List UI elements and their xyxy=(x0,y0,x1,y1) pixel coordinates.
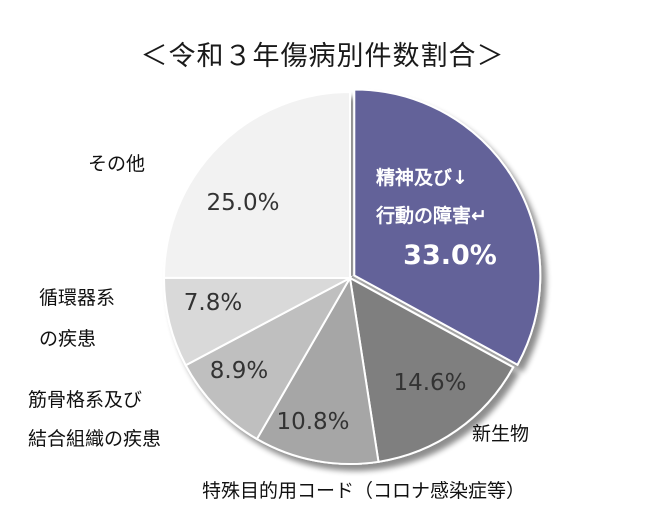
slice-value-label-4: 7.8% xyxy=(184,290,242,316)
slice-category-label-1-line-0: 新生物 xyxy=(472,423,529,445)
slice-category-label-2-line-0: 特殊目的用コード（コロナ感染症等） xyxy=(202,480,525,502)
pie-slice-0 xyxy=(353,88,542,367)
pie-slice-5 xyxy=(162,90,351,280)
slice-value-label-3: 8.9% xyxy=(210,358,268,384)
slice-value-label-1: 14.6% xyxy=(393,370,466,396)
slice-category-label-0-line-0: 精神及び↓ xyxy=(376,166,468,189)
pie-slice-2 xyxy=(255,275,380,465)
slice-category-label-4-line-0: 循環器系 xyxy=(39,287,115,309)
pie-slice-4 xyxy=(162,276,351,367)
pie-slice-3 xyxy=(184,275,353,441)
slice-value-label-2: 10.8% xyxy=(276,409,349,435)
pie-slice-1 xyxy=(348,276,515,463)
slice-category-label-4-line-1: の疾患 xyxy=(39,328,96,350)
slice-category-label-3-line-0: 筋骨格系及び xyxy=(28,389,142,411)
slice-value-label-5: 25.0% xyxy=(206,190,279,216)
chart-title: ＜令和３年傷病別件数割合＞ xyxy=(140,41,505,72)
slice-category-label-0-line-1: 行動の障害↵ xyxy=(375,204,487,227)
slice-value-label-0: 33.0% xyxy=(403,240,497,271)
slice-category-label-3-line-1: 結合組織の疾患 xyxy=(28,428,161,450)
slice-category-label-5-line-0: その他 xyxy=(88,153,145,175)
